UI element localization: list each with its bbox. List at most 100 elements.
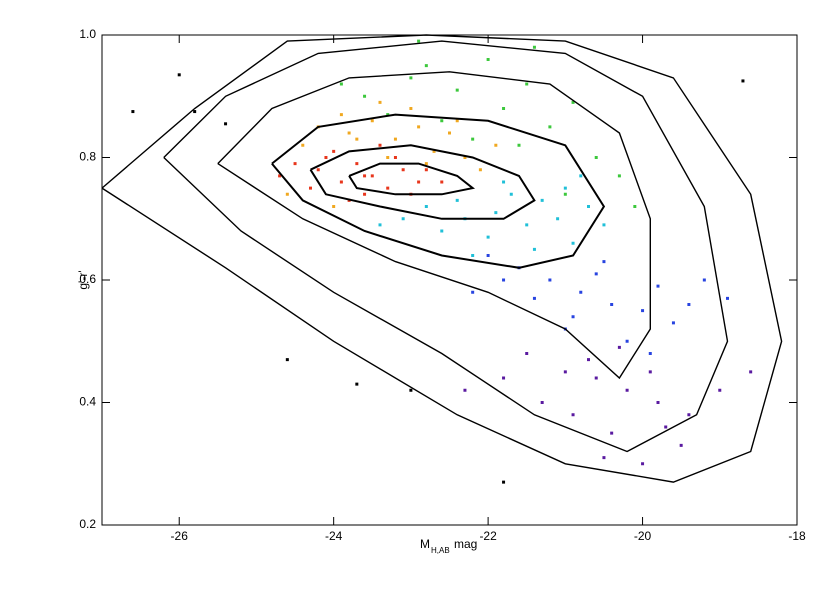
scatter-point [386,186,390,190]
scatter-point [571,413,575,417]
y-tick-label: 0.6 [79,272,96,286]
scatter-point [749,370,753,374]
scatter-point [332,149,336,153]
scatter-point [363,174,367,178]
scatter-point [617,174,621,178]
y-axis-label: g'-r' [76,270,90,289]
scatter-point [401,168,405,172]
scatter-point [455,198,459,202]
scatter-point [131,110,135,114]
scatter-point [540,401,544,404]
scatter-point [741,79,745,83]
scatter-point [471,254,475,257]
scatter-point [594,156,598,159]
scatter-point [471,290,475,294]
x-tick-label: -24 [325,529,343,543]
scatter-point [409,76,413,80]
x-tick-label: -18 [788,529,806,543]
y-tick-label: 1.0 [79,27,96,41]
scatter-point [602,456,606,460]
y-tick-label: 0.8 [79,150,96,164]
x-axis-label: M [420,537,430,551]
scatter-point [193,110,197,114]
scatter-point [448,131,451,135]
scatter-point [378,143,382,147]
scatter-point [455,88,459,92]
scatter-point [502,278,506,282]
scatter-point [409,388,413,392]
scatter-point [347,131,351,135]
scatter-point [378,100,382,104]
scatter-point [687,303,691,306]
scatter-point [656,284,660,288]
scatter-point [363,192,367,196]
scatter-point [502,480,506,484]
scatter-point [587,358,590,362]
scatter-point [702,278,706,282]
scatter-point [440,180,444,184]
scatter-point [463,156,467,159]
scatter-point [648,370,652,374]
scatter-point [517,143,521,147]
scatter-point [486,235,490,239]
scatter-point [594,376,598,380]
scatter-point [224,122,228,126]
scatter-point [339,180,343,184]
scatter-point [393,156,397,159]
scatter-point [664,425,668,429]
scatter-point [478,168,482,172]
scatter-point [579,174,583,178]
scatter-point [293,162,297,166]
scatter-point [641,309,645,313]
scatter-point [687,413,691,417]
contour-line [217,71,651,380]
x-tick-label: -20 [634,529,652,543]
y-tick-label: 0.4 [79,395,96,409]
scatter-point [587,205,590,208]
scatter-point [602,260,606,264]
scatter-point [471,137,475,141]
scatter-point [316,168,320,172]
scatter-point [409,107,413,110]
scatter-point [633,205,637,208]
scatter-point [386,113,390,117]
scatter-point [656,401,660,404]
scatter-point [532,247,536,251]
scatter-point [679,443,683,447]
scatter-point [602,223,606,227]
scatter-point [671,321,675,325]
scatter-point [502,180,506,184]
scatter-point [641,462,645,466]
scatter-point [301,143,305,147]
scatter-point [502,107,506,110]
scatter-point [339,113,343,117]
scatter-point [502,376,506,380]
scatter-point [571,315,575,319]
contour-line [348,162,476,196]
scatter-point [571,100,575,104]
scatter-point [726,296,729,300]
scatter-point [571,241,575,245]
scatter-point [556,217,560,221]
scatter-point [386,156,390,159]
scatter-point [417,180,421,184]
scatter-point [563,186,567,190]
scatter-point [332,205,336,208]
x-tick-label: -26 [171,529,189,543]
scatter-point [393,137,397,141]
scatter-point [594,272,598,276]
contour-line [309,144,536,220]
scatter-point [309,186,312,190]
scatter-point [355,137,359,141]
scatter-point [486,254,490,257]
scatter-point [494,143,498,147]
scatter-point [424,64,428,68]
scatter-point [370,174,374,178]
scatter-point [285,192,289,196]
scatter-point [548,125,552,129]
scatter-point [401,217,405,221]
scatter-point [532,45,536,49]
scatter-point [339,82,343,86]
scatter-point [625,339,629,343]
